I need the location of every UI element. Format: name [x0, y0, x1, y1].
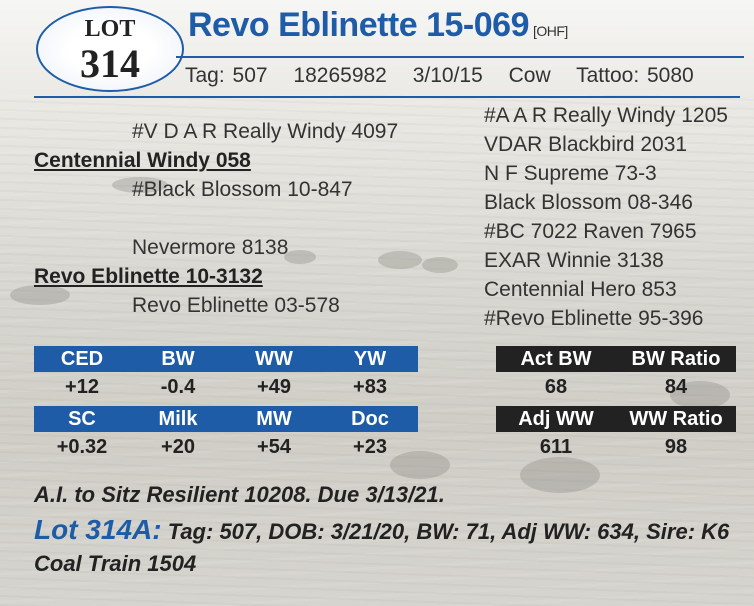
epd-value-mw: +54: [257, 436, 291, 458]
animal-info-line: Tag: 507 18265982 3/10/15 Cow Tattoo: 50…: [185, 64, 694, 88]
epd-value-milk: +20: [161, 436, 195, 458]
lot-number: 314: [80, 41, 140, 86]
epd-header-milk: Milk: [158, 408, 198, 430]
birth-date: 3/10/15: [412, 64, 483, 87]
sire-sire: #V D A R Really Windy 4097: [132, 120, 399, 143]
perf-value-ww-ratio: 98: [664, 436, 688, 458]
ped-right-4: Black Blossom 08-346: [484, 191, 693, 214]
epd-value-ww: +49: [257, 376, 291, 398]
perf-value-bw-ratio: 84: [664, 376, 688, 398]
epd-value-ced: +12: [65, 376, 99, 398]
ped-right-8: #Revo Eblinette 95-396: [484, 307, 704, 330]
sire-dam: #Black Blossom 10-847: [132, 178, 353, 201]
sex: Cow: [508, 64, 551, 87]
ped-right-2: VDAR Blackbird 2031: [484, 133, 688, 156]
epd-header-ww: WW: [255, 348, 293, 370]
epd-header-yw: YW: [353, 348, 387, 370]
section-divider: [34, 96, 740, 98]
ped-right-5: #BC 7022 Raven 7965: [484, 220, 697, 243]
perf-header-bw-ratio: BW Ratio: [631, 348, 721, 370]
lot-a-text: Tag: 507, DOB: 3/21/20, BW: 71, Adj WW: …: [34, 519, 730, 576]
epd-header-row-1: CED BW WW YW: [34, 346, 418, 372]
epd-header-row-2: SC Milk MW Doc: [34, 406, 418, 432]
perf-value-act-bw: 68: [544, 376, 568, 398]
epd-header-doc: Doc: [351, 408, 389, 430]
epd-value-bw: -0.4: [160, 376, 196, 398]
perf-value-adj-ww: 611: [539, 436, 573, 458]
epd-header-bw: BW: [161, 348, 195, 370]
ped-right-3: N F Supreme 73-3: [484, 162, 657, 185]
dam-dam: Revo Eblinette 03-578: [132, 294, 340, 317]
lot-a-block: Lot 314A: Tag: 507, DOB: 3/21/20, BW: 71…: [34, 514, 734, 580]
epd-value-yw: +83: [353, 376, 387, 398]
perf-header-row-1: Act BW BW Ratio: [496, 346, 736, 372]
perf-value-row-2: 611 98: [496, 432, 736, 462]
lot-label: LOT: [84, 16, 136, 42]
perf-header-act-bw: Act BW: [520, 348, 592, 370]
breeding-note: A.I. to Sitz Resilient 10208. Due 3/13/2…: [34, 482, 445, 507]
tag-number: Tag: 507: [185, 64, 268, 87]
epd-value-doc: +23: [353, 436, 387, 458]
ped-right-7: Centennial Hero 853: [484, 278, 677, 301]
breed-code: [OHF]: [532, 23, 568, 39]
animal-name: Revo Eblinette 15-069: [188, 6, 529, 44]
tattoo: Tattoo: 5080: [576, 64, 694, 87]
epd-value-sc: +0.32: [56, 436, 108, 458]
lot-a-label: Lot 314A:: [34, 514, 162, 545]
epd-value-row-2: +0.32 +20 +54 +23: [34, 432, 418, 462]
epd-header-mw: MW: [256, 408, 292, 430]
sire: Centennial Windy 058: [34, 149, 251, 172]
registration-number: 18265982: [293, 64, 387, 87]
ped-right-1: #A A R Really Windy 1205: [484, 104, 728, 127]
dam: Revo Eblinette 10-3132: [34, 265, 263, 288]
ped-right-6: EXAR Winnie 3138: [484, 249, 664, 272]
perf-value-row-1: 68 84: [496, 372, 736, 402]
epd-header-ced: CED: [60, 348, 104, 370]
lot-badge: LOT 314: [36, 6, 184, 92]
animal-name-heading: Revo Eblinette 15-069 [OHF]: [188, 6, 568, 45]
perf-header-row-2: Adj WW WW Ratio: [496, 406, 736, 432]
perf-header-adj-ww: Adj WW: [518, 408, 594, 430]
title-underline: [176, 56, 744, 58]
epd-header-sc: SC: [68, 408, 96, 430]
dam-sire: Nevermore 8138: [132, 236, 289, 259]
perf-header-ww-ratio: WW Ratio: [629, 408, 723, 430]
epd-value-row-1: +12 -0.4 +49 +83: [34, 372, 418, 402]
